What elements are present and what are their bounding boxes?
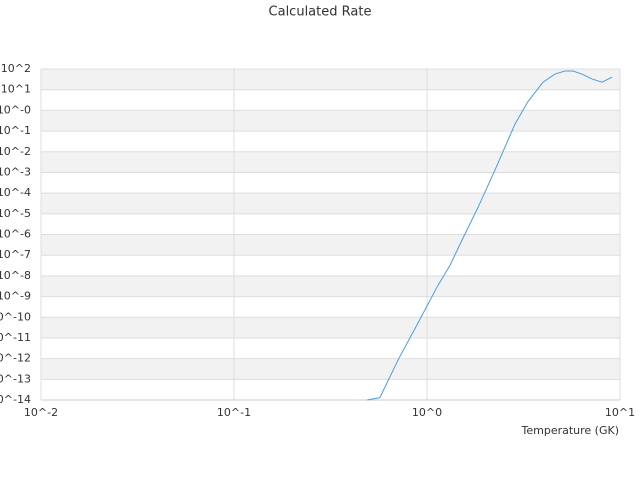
grid-band [41, 358, 620, 380]
series-line [367, 70, 613, 401]
x-tick-label: 10^-2 [24, 406, 58, 419]
grid-band [41, 317, 620, 338]
y-tick-label: 10^-11 [0, 331, 31, 344]
y-tick-label: 10^-1 [0, 124, 31, 137]
y-tick-label: 10^-8 [0, 269, 31, 282]
y-tick-label: 10^-12 [0, 352, 31, 365]
y-tick-label: 10^-13 [0, 372, 31, 385]
x-tick-label: 10^-1 [217, 406, 251, 419]
y-tick-label: 10^-10 [0, 310, 31, 323]
y-tick-label: 10^1 [1, 83, 31, 96]
grid-band [41, 234, 620, 256]
grid-band [41, 151, 620, 173]
grid-band [41, 69, 620, 90]
x-axis-title: Temperature (GK) [521, 424, 620, 437]
y-tick-label: 10^-2 [0, 145, 31, 158]
y-tick-label: 10^2 [1, 62, 31, 75]
grid-band [41, 193, 620, 214]
chart-title: Calculated Rate [269, 5, 372, 20]
y-tick-label: 10^-6 [0, 228, 31, 241]
grid-band [41, 110, 620, 132]
y-tick-label: 10^-0 [0, 103, 31, 116]
y-tick-label: 10^-3 [0, 165, 31, 178]
x-tick-label: 10^0 [412, 406, 442, 419]
y-tick-label: 10^-9 [0, 290, 31, 303]
y-tick-label: 10^-5 [0, 207, 31, 220]
grid-band [41, 275, 620, 297]
y-tick-label: 10^-7 [0, 248, 31, 261]
y-tick-label: 10^-4 [0, 186, 31, 199]
y-tick-label: 10^-14 [0, 393, 31, 406]
x-tick-label: 10^1 [605, 406, 635, 419]
